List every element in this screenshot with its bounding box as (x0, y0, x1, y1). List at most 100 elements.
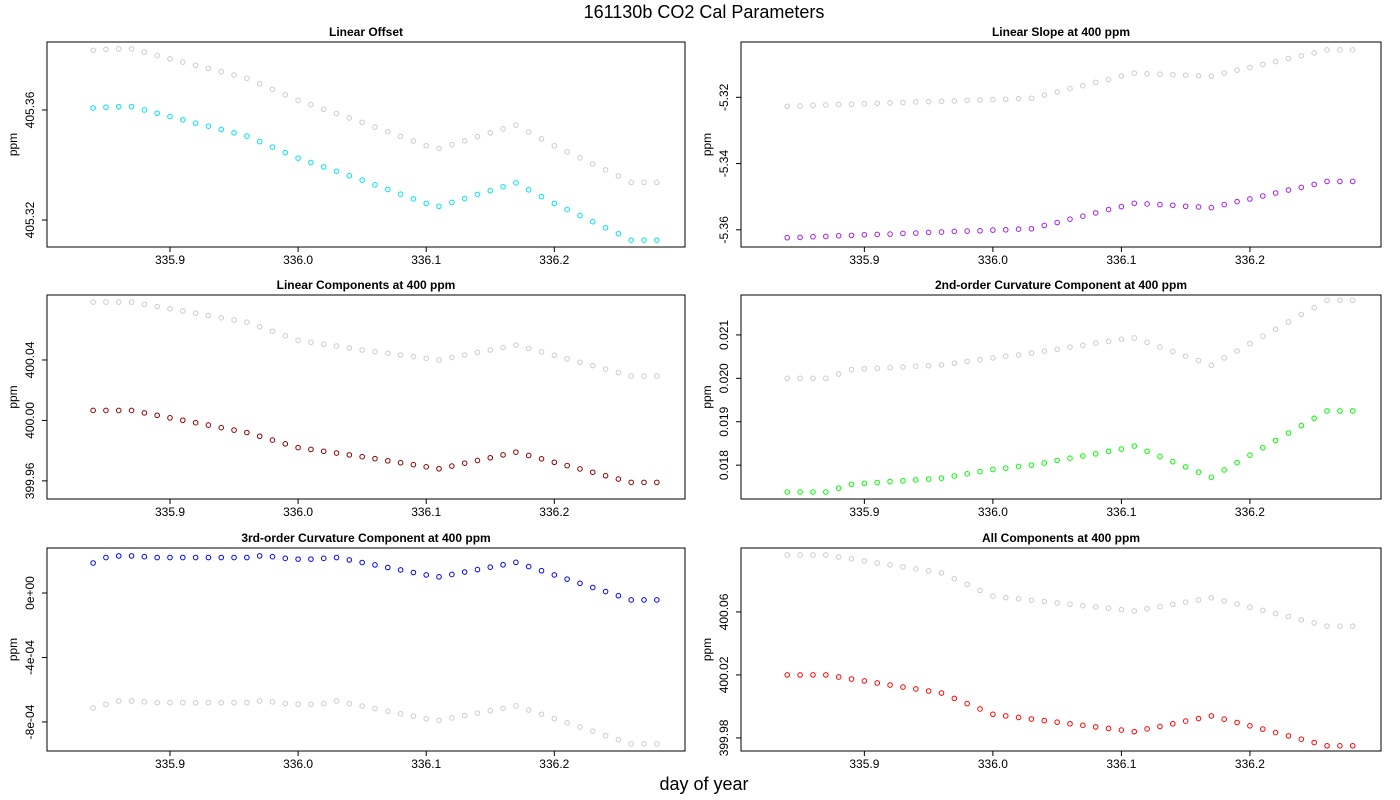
data-point (1067, 344, 1073, 350)
data-point (1028, 225, 1035, 232)
data-point (282, 441, 289, 447)
data-point (461, 195, 468, 202)
data-point (784, 489, 791, 495)
y-tick-label: 0.018 (717, 450, 731, 480)
data-point (1337, 743, 1343, 749)
data-point (551, 200, 558, 207)
data-point (128, 407, 135, 414)
data-point (912, 99, 919, 105)
data-point (320, 555, 327, 562)
data-point (128, 46, 135, 52)
data-point (423, 200, 430, 207)
data-point (1247, 196, 1253, 202)
data-point (256, 698, 263, 704)
data-point (602, 732, 609, 739)
panel: Linear Slope at 400 ppm 335.9 336.0 336.1 33… (700, 25, 1382, 267)
data-point (1298, 184, 1305, 191)
data-point (1311, 304, 1317, 311)
data-point (797, 552, 803, 558)
data-point (823, 672, 829, 678)
data-point (1054, 719, 1060, 725)
data-point (1349, 408, 1356, 414)
data-point (654, 597, 660, 603)
data-point (295, 444, 301, 451)
data-point (1041, 598, 1048, 605)
data-point (461, 569, 468, 575)
data-point (461, 137, 468, 144)
data-point (436, 717, 442, 724)
data-point (384, 128, 391, 135)
data-point (1028, 716, 1035, 722)
data-point (218, 126, 225, 133)
y-tick-label: -4e-04 (23, 640, 37, 675)
data-point (295, 337, 301, 344)
data-point (333, 168, 340, 175)
x-tick-label: 336.1 (1106, 757, 1136, 771)
data-point (179, 554, 186, 561)
y-axis-label: ppm (700, 385, 714, 408)
data-point (964, 228, 970, 234)
data-point (1067, 85, 1073, 92)
data-point (654, 741, 660, 747)
data-point (346, 557, 353, 563)
y-axis-label: ppm (6, 638, 20, 661)
data-point (359, 559, 365, 566)
data-point (346, 172, 353, 179)
data-point (1247, 723, 1253, 729)
data-point (320, 700, 327, 707)
data-point (1080, 213, 1086, 220)
data-point (784, 234, 791, 241)
data-point (1170, 71, 1176, 78)
data-point (874, 365, 881, 372)
data-point (295, 701, 301, 708)
data-point (90, 105, 96, 111)
data-point (1118, 727, 1125, 733)
data-point (333, 343, 340, 349)
data-point (282, 149, 289, 156)
data-point (848, 676, 855, 682)
data-point (615, 592, 622, 599)
data-point (1067, 455, 1073, 462)
data-point (551, 459, 558, 466)
data-point (861, 558, 868, 564)
data-point (397, 191, 404, 197)
data-point (538, 711, 545, 718)
data-point (848, 481, 855, 488)
data-point (538, 456, 545, 462)
data-point (218, 424, 225, 431)
data-point (320, 164, 327, 170)
data-point (551, 352, 558, 359)
data-point (1144, 339, 1150, 346)
data-point (797, 489, 803, 495)
data-point (410, 713, 417, 719)
data-point (1337, 297, 1343, 304)
data-point (1131, 335, 1138, 341)
data-point (797, 103, 803, 109)
data-point (835, 485, 842, 491)
data-point (231, 699, 237, 706)
data-point (564, 355, 570, 362)
data-point (449, 715, 455, 721)
data-point (1272, 437, 1279, 444)
data-point (205, 312, 212, 319)
data-point (848, 366, 855, 373)
data-point (1259, 726, 1266, 732)
data-point (1015, 714, 1022, 721)
data-point (231, 427, 237, 433)
data-point (823, 489, 829, 495)
data-point (964, 358, 970, 365)
data-point (461, 460, 468, 466)
data-point (1170, 601, 1176, 608)
data-point (513, 342, 519, 348)
data-point (295, 155, 301, 161)
data-point (474, 566, 481, 573)
data-point (1092, 451, 1099, 457)
data-point (900, 364, 906, 370)
data-point (797, 672, 803, 678)
data-point (372, 562, 378, 568)
data-point (179, 59, 186, 65)
data-point (231, 554, 237, 561)
data-point (784, 103, 791, 110)
data-point (154, 303, 160, 310)
data-point (231, 317, 237, 323)
